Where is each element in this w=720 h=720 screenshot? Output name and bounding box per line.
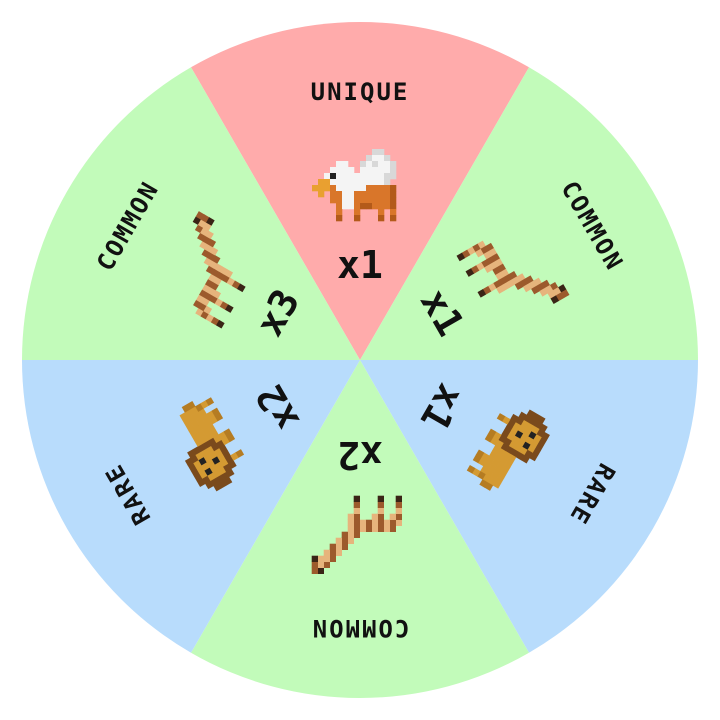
- giraffe-icon: [192, 211, 246, 329]
- segment-background: [22, 360, 360, 653]
- segment-count: x2: [337, 433, 383, 477]
- segment-background: [360, 360, 698, 653]
- lion-icon: [466, 409, 550, 491]
- wheel-segment-unique[interactable]: UNIQUE x1: [191, 21, 529, 360]
- segment-background: [22, 67, 360, 360]
- wheel-segment-common[interactable]: COMMON x2: [191, 360, 529, 699]
- segment-count: x1: [337, 243, 383, 287]
- giraffe-icon: [311, 495, 402, 574]
- segment-rarity-label: UNIQUE: [311, 78, 410, 106]
- griffin-icon: [312, 149, 397, 222]
- segment-rarity-label: COMMON: [311, 614, 410, 642]
- giraffe-icon: [456, 240, 570, 304]
- segment-background: [360, 67, 698, 360]
- lion-icon: [179, 397, 245, 492]
